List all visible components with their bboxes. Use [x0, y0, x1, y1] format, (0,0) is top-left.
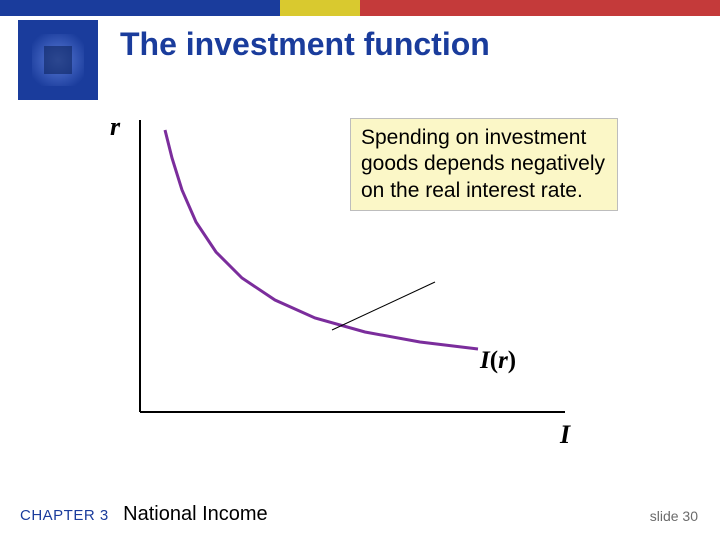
curve-label-I: I [480, 347, 490, 374]
x-axis-label: I [560, 420, 570, 450]
footer: CHAPTER 3 National Income [20, 503, 268, 526]
curve-label-close: ) [508, 347, 516, 374]
slide-deco-icon [18, 20, 98, 100]
slide-title: The investment function [120, 26, 490, 63]
investment-chart: r I I(r) Spending on investment goods de… [110, 112, 580, 452]
chapter-label: CHAPTER 3 [20, 507, 109, 524]
annotation-callout-line [332, 282, 435, 330]
slide-number: slide 30 [650, 508, 698, 524]
curve-label-r: r [498, 347, 508, 374]
annotation-box: Spending on investment goods depends neg… [350, 118, 618, 211]
bar-segment-blue [0, 0, 280, 16]
curve-label: I(r) [480, 347, 516, 375]
chapter-title: National Income [123, 503, 268, 525]
bar-segment-red [360, 0, 720, 16]
curve-label-open: ( [490, 347, 498, 374]
y-axis-label: r [110, 112, 120, 142]
top-accent-bar [0, 0, 720, 16]
bar-segment-yellow [280, 0, 360, 16]
